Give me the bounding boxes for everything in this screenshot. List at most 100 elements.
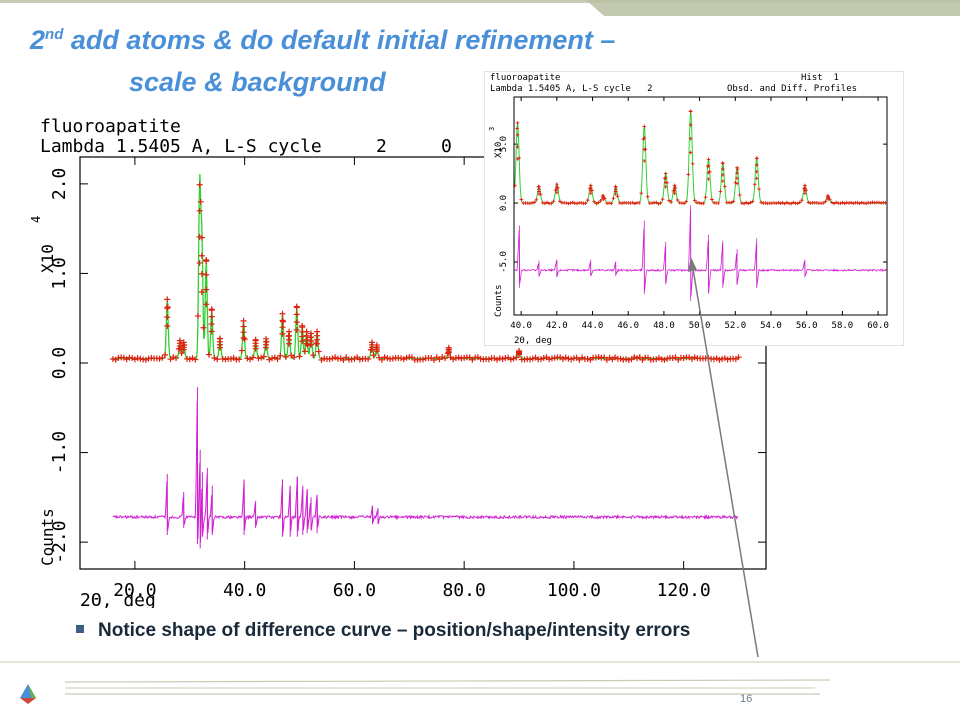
observed-point	[198, 234, 205, 241]
observed-point	[688, 123, 693, 127]
x-tick-label: 60.0	[333, 580, 376, 601]
observed-point	[584, 355, 591, 362]
observed-point	[109, 355, 116, 362]
observed-point	[785, 200, 789, 205]
observed-point	[530, 201, 534, 205]
observed-point	[840, 200, 845, 205]
observed-point	[754, 163, 759, 167]
observed-point	[537, 192, 541, 196]
observed-point	[611, 196, 616, 200]
x-tick-label: 56.0	[796, 321, 818, 331]
y-tick-label: -5.0	[499, 251, 509, 273]
x-tick-label: 52.0	[724, 321, 746, 331]
observed-point	[663, 171, 668, 176]
observed-point	[203, 286, 210, 293]
observed-point	[279, 324, 286, 331]
observed-point	[778, 201, 783, 206]
difference-curve-line	[112, 401, 739, 543]
observed-point	[205, 351, 212, 358]
observed-point	[688, 109, 693, 113]
observed-point	[293, 319, 300, 326]
observed-point	[675, 198, 680, 202]
observed-point	[159, 354, 166, 361]
observed-point	[266, 356, 273, 363]
observed-point	[625, 356, 632, 363]
y-tick-label: 2.0	[49, 168, 70, 201]
observed-point	[713, 355, 720, 362]
observed-point	[356, 356, 363, 363]
observed-point	[663, 176, 668, 180]
observed-point	[795, 201, 800, 206]
y-tick-label: 0.0	[499, 195, 509, 211]
header-bar	[0, 0, 960, 16]
observed-point	[566, 201, 571, 206]
observed-point	[208, 328, 215, 335]
observed-point	[568, 356, 575, 363]
observed-point	[178, 350, 185, 357]
inset-chart-y-label: Counts	[494, 284, 504, 317]
observed-point	[296, 353, 303, 360]
observed-point	[162, 351, 169, 358]
observed-point	[164, 314, 171, 321]
bullet-text: Notice shape of difference curve – posit…	[98, 620, 691, 641]
observed-point	[601, 354, 608, 361]
observed-points	[109, 181, 742, 363]
observed-point	[806, 200, 811, 205]
observed-point	[312, 340, 319, 347]
observed-point	[370, 352, 377, 359]
observed-point	[594, 201, 599, 206]
observed-point	[458, 355, 465, 362]
inset-chart: fluoroapatite Hist 1 Lambda 1.5405 A, L-…	[484, 71, 904, 346]
x-tick-label: 100.0	[547, 580, 601, 601]
main-chart-y-label: Counts	[38, 508, 57, 566]
x-tick-label: 20.0	[113, 580, 156, 601]
x-tick-label: 40.0	[510, 321, 532, 331]
observed-point	[735, 176, 739, 181]
observed-point	[558, 199, 562, 204]
observed-point	[868, 201, 873, 205]
observed-point	[748, 200, 753, 205]
observed-point	[279, 310, 286, 317]
x-tick-label: 46.0	[617, 321, 639, 331]
observed-point	[365, 355, 372, 362]
x-tick-label: 44.0	[582, 321, 604, 331]
observed-point	[655, 354, 662, 361]
observed-point	[654, 200, 659, 205]
observed-point	[697, 201, 701, 205]
observed-point	[838, 201, 843, 206]
observed-point	[803, 191, 807, 196]
observed-points	[513, 109, 888, 206]
observed-point	[164, 323, 171, 330]
observed-point	[688, 150, 693, 155]
observed-point	[208, 306, 215, 313]
observed-point	[303, 340, 310, 347]
observed-point	[661, 356, 668, 363]
observed-point	[630, 200, 635, 205]
observed-point	[308, 341, 315, 348]
observed-point	[860, 200, 864, 205]
observed-point	[864, 201, 868, 206]
observed-point	[729, 200, 733, 205]
observed-point	[164, 305, 171, 312]
observed-point	[575, 201, 579, 206]
observed-point	[173, 354, 180, 361]
slide-title-line1: 2nd add atoms & do default initial refin…	[30, 25, 615, 56]
observed-point	[740, 201, 744, 206]
observed-point	[660, 197, 665, 201]
observed-point	[129, 355, 136, 362]
observed-point	[430, 356, 437, 363]
observed-point	[680, 201, 684, 205]
title-text: add atoms & do default initial refinemen…	[63, 25, 616, 55]
main-chart-header-line1: fluoroapatite	[40, 116, 181, 137]
observed-point	[690, 161, 695, 166]
observed-point	[667, 198, 671, 203]
observed-point	[583, 201, 588, 206]
observed-point	[706, 170, 711, 175]
observed-point	[617, 355, 624, 362]
observed-point	[692, 198, 697, 203]
inset-chart-y-exponent: 3	[488, 127, 496, 131]
observed-point	[684, 199, 689, 204]
observed-point	[315, 348, 322, 355]
observed-point	[180, 346, 187, 353]
observed-point	[326, 356, 333, 363]
